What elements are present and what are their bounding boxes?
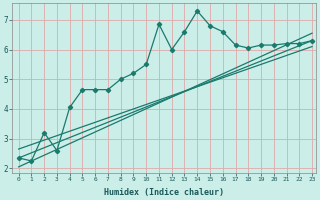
X-axis label: Humidex (Indice chaleur): Humidex (Indice chaleur): [104, 188, 224, 197]
